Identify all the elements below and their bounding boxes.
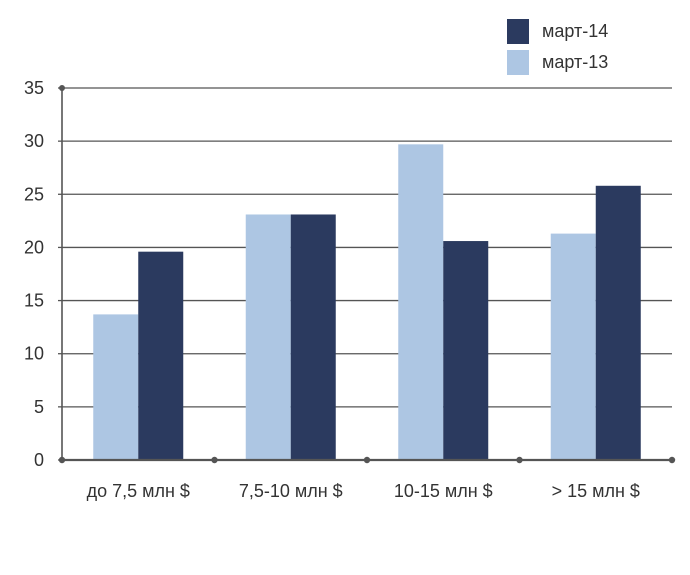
y-tick-label: 15 [24, 291, 44, 311]
x-axis-tick-dot [516, 456, 523, 464]
x-tick-label: до 7,5 млн $ [87, 481, 190, 501]
bar [290, 214, 336, 460]
x-tick-label: 7,5-10 млн $ [239, 481, 343, 501]
legend-label-mart-14: март-14 [542, 21, 609, 41]
x-tick-label: > 15 млн $ [552, 481, 640, 501]
x-axis-tick-dot [211, 456, 218, 464]
y-tick-label: 5 [34, 397, 44, 417]
legend-item-mart-13: март-13 [507, 49, 608, 76]
y-axis-cap [59, 85, 65, 91]
x-tick-label: 10-15 млн $ [394, 481, 493, 501]
bar [398, 144, 444, 460]
legend-swatch-mart-14 [507, 19, 529, 44]
bar [550, 233, 596, 460]
bar [443, 241, 489, 460]
bar [93, 314, 139, 460]
legend-label-mart-13: март-13 [542, 52, 609, 72]
bar [138, 251, 184, 460]
x-axis-tick-dot [363, 456, 371, 464]
legend-item-mart-14: март-14 [507, 18, 608, 45]
x-axis-tick-dot [668, 456, 676, 464]
bar [595, 185, 641, 461]
bar [245, 214, 291, 460]
y-tick-label: 0 [34, 450, 44, 470]
y-tick-label: 30 [24, 131, 44, 151]
chart-legend: март-14 март-13 [507, 18, 608, 80]
y-tick-label: 10 [24, 344, 44, 364]
y-tick-label: 25 [24, 184, 44, 204]
legend-swatch-mart-13 [507, 50, 529, 75]
x-axis-tick-dot [58, 456, 66, 464]
y-tick-label: 20 [24, 237, 44, 257]
y-tick-label: 35 [24, 78, 44, 98]
